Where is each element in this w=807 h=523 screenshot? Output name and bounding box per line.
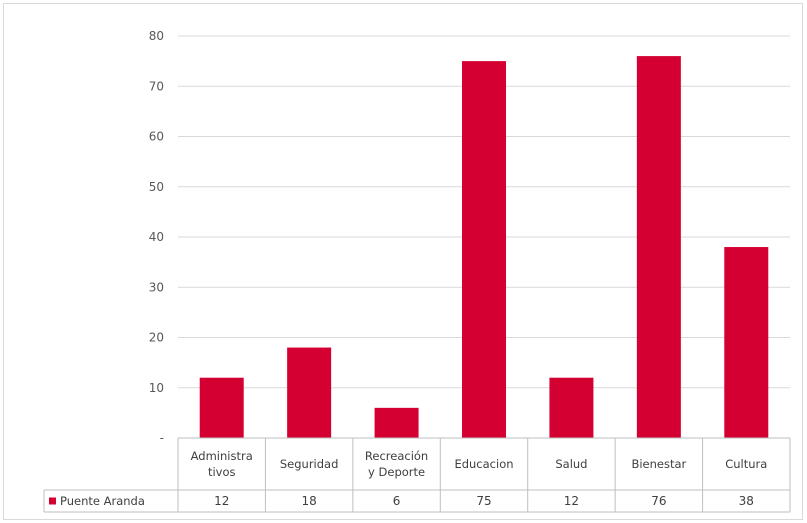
category-label: Educacion (454, 457, 513, 471)
bar-chart: - 10 20 30 40 50 60 70 80 Administra tivos Segurid… (43, 29, 791, 513)
y-tick-label: - (160, 431, 164, 445)
data-label: 6 (393, 494, 401, 508)
data-label: 76 (651, 494, 666, 508)
data-label: 18 (302, 494, 317, 508)
category-label: tivos (208, 465, 236, 479)
legend-label: Puente Aranda (60, 494, 145, 508)
bar (636, 56, 681, 438)
category-label: y Deporte (368, 465, 425, 479)
category-label: Salud (555, 457, 587, 471)
data-label: 12 (214, 494, 229, 508)
bar (287, 347, 332, 438)
category-label: Recreación (365, 449, 428, 463)
bar (462, 61, 506, 438)
y-tick-label: 60 (149, 130, 164, 144)
bar (549, 377, 594, 438)
y-tick-label: 70 (149, 79, 164, 93)
data-label: 12 (564, 494, 579, 508)
bar (724, 247, 769, 438)
data-table: Administra tivos Seguridad Recreación y Depo… (43, 437, 791, 513)
category-label: Bienestar (631, 457, 686, 471)
y-tick-label: 50 (149, 180, 164, 194)
category-label: Administra (191, 449, 253, 463)
legend-key (49, 497, 56, 505)
y-tick-label: 40 (149, 230, 164, 244)
y-tick-label: 10 (149, 381, 164, 395)
bar (199, 377, 244, 438)
category-label: Seguridad (280, 457, 339, 471)
y-tick-label: 80 (149, 29, 164, 43)
category-label: Cultura (725, 457, 767, 471)
chart-frame: - 10 20 30 40 50 60 70 80 Administra tivos Segurid… (3, 3, 803, 520)
data-label: 38 (739, 494, 754, 508)
y-axis-tick-labels: - 10 20 30 40 50 60 70 80 (149, 29, 164, 445)
data-label: 75 (476, 494, 491, 508)
y-tick-label: 20 (149, 331, 164, 345)
bars (199, 56, 769, 438)
y-tick-label: 30 (149, 280, 164, 294)
bar (374, 407, 419, 438)
